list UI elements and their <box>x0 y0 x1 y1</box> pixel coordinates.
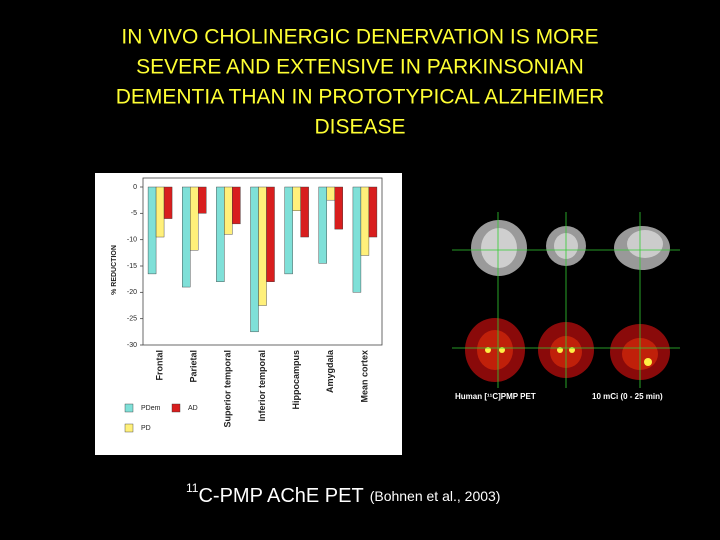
legend-label: PDem <box>141 405 161 412</box>
caption-citation: (Bohnen et al., 2003) <box>370 488 501 504</box>
y-tick-label: -15 <box>127 263 137 270</box>
image-label: Human [¹¹C]PMP PET <box>455 392 536 401</box>
bar <box>250 186 259 333</box>
bar <box>352 186 362 293</box>
legend-label: AD <box>188 405 198 412</box>
brain-images <box>452 212 680 388</box>
y-tick-label: -5 <box>131 210 137 217</box>
legend-swatch <box>124 403 134 413</box>
bar <box>368 186 378 238</box>
bar <box>258 186 267 306</box>
x-tick-label: Parietal <box>189 350 199 383</box>
x-tick-label: Frontal <box>154 350 164 381</box>
bar <box>360 186 370 256</box>
title-line: DEMENTIA THAN IN PROTOTYPICAL ALZHEIMER <box>116 86 605 109</box>
y-tick-label: -10 <box>127 237 137 244</box>
plot-frame <box>142 177 383 346</box>
bar <box>334 186 343 230</box>
legend-swatch <box>171 403 181 413</box>
title-line: IN VIVO CHOLINERGIC DENERVATION IS MORE <box>121 26 598 49</box>
title-line: DISEASE <box>314 116 405 139</box>
y-tick-label: -25 <box>127 316 137 323</box>
bar <box>318 186 327 264</box>
y-tick-label: -30 <box>127 342 137 349</box>
bar <box>216 186 225 283</box>
bar <box>155 186 165 238</box>
image-label: 10 mCi (0 - 25 min) <box>592 392 663 401</box>
bar <box>224 186 233 235</box>
bar <box>198 186 207 214</box>
x-tick-label: Mean cortex <box>359 350 369 403</box>
title-line: SEVERE AND EXTENSIVE IN PARKINSONIAN <box>136 56 584 79</box>
title-block: IN VIVO CHOLINERGIC DENERVATION IS MORE S… <box>116 26 605 139</box>
bar <box>326 186 335 201</box>
legend-label: PD <box>141 425 151 432</box>
x-tick-label: Hippocampus <box>291 350 301 410</box>
y-tick-label: 0 <box>133 184 137 191</box>
bar <box>292 186 301 211</box>
bar <box>300 186 309 238</box>
y-axis-label: % REDUCTION <box>111 245 118 295</box>
x-tick-label: Amygdala <box>325 349 335 393</box>
caption: 11C-PMP AChE PET (Bohnen et al., 2003) <box>186 481 500 507</box>
caption-main: C-PMP AChE PET <box>198 485 363 507</box>
x-tick-label: Inferior temporal <box>257 350 267 422</box>
bar <box>182 186 191 288</box>
x-tick-label: Superior temporal <box>223 350 233 428</box>
bar <box>147 186 157 275</box>
bar <box>232 186 241 225</box>
bar <box>284 186 293 275</box>
bar <box>266 186 275 283</box>
caption-superscript: 11 <box>186 481 199 495</box>
y-tick-label: -20 <box>127 289 137 296</box>
chart-panel <box>95 173 402 455</box>
bar <box>163 186 173 219</box>
plot: 0 -5 -10 -15 -20 -25 -30 Frontal Parietal Superio… <box>124 184 378 433</box>
bar <box>190 186 199 251</box>
legend-swatch <box>124 423 134 433</box>
